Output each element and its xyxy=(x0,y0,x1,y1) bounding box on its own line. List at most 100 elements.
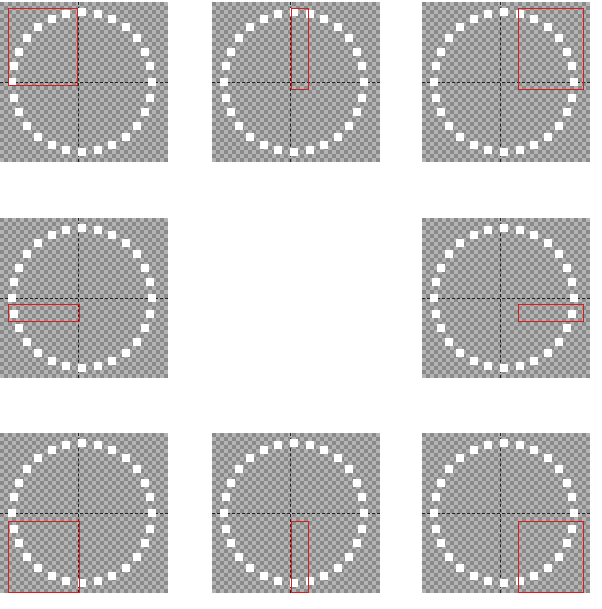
ring-dot xyxy=(555,250,563,258)
slice-panel-middle-left xyxy=(0,218,168,378)
guide-line-horizontal xyxy=(422,513,590,514)
ring-dot xyxy=(437,264,445,272)
ring-dot xyxy=(246,133,254,141)
selection-rect-bottom-left[interactable] xyxy=(8,521,80,593)
ring-dot xyxy=(10,278,18,286)
ring-dot xyxy=(306,441,314,449)
ring-dot xyxy=(260,141,268,149)
ring-dot xyxy=(568,310,576,318)
ring-dot xyxy=(500,579,508,587)
ring-dot xyxy=(62,577,70,585)
ring-dot xyxy=(23,34,31,42)
ring-dot xyxy=(133,553,141,561)
ring-dot xyxy=(563,479,571,487)
ring-dot xyxy=(334,23,342,31)
ring-dot xyxy=(141,264,149,272)
ring-dot xyxy=(500,148,508,156)
ring-dot xyxy=(430,294,438,302)
selection-rect-top-center[interactable] xyxy=(291,8,309,90)
ring-dot xyxy=(122,239,130,247)
ring-dot xyxy=(94,146,102,154)
ring-dot xyxy=(141,108,149,116)
ring-dot xyxy=(62,441,70,449)
ring-dot xyxy=(432,94,440,102)
ring-dot xyxy=(141,48,149,56)
ring-dot xyxy=(34,23,42,31)
ring-dot xyxy=(48,141,56,149)
ring-dot xyxy=(320,141,328,149)
ring-dot xyxy=(345,34,353,42)
ring-dot xyxy=(227,539,235,547)
ring-dot xyxy=(141,479,149,487)
guide-line-horizontal xyxy=(422,82,590,83)
ring-dot xyxy=(246,454,254,462)
ring-dot xyxy=(456,454,464,462)
ring-dot xyxy=(353,539,361,547)
ring-dot xyxy=(345,465,353,473)
ring-dot xyxy=(470,572,478,580)
ring-dot xyxy=(108,357,116,365)
ring-dot xyxy=(78,439,86,447)
ring-dot xyxy=(470,141,478,149)
ring-dot xyxy=(456,239,464,247)
selection-rect-bottom-right[interactable] xyxy=(518,521,584,593)
ring-dot xyxy=(222,525,230,533)
ring-dot xyxy=(108,141,116,149)
ring-dot xyxy=(445,338,453,346)
ring-dot xyxy=(78,579,86,587)
ring-dot xyxy=(220,509,228,517)
ring-dot xyxy=(353,479,361,487)
ring-dot xyxy=(148,509,156,517)
ring-dot xyxy=(456,564,464,572)
ring-dot xyxy=(94,362,102,370)
ring-dot xyxy=(544,23,552,31)
ring-dot xyxy=(430,509,438,517)
ring-dot xyxy=(563,264,571,272)
selection-rect-top-right[interactable] xyxy=(518,8,584,90)
selection-rect-middle-left[interactable] xyxy=(8,304,80,322)
ring-dot xyxy=(568,493,576,501)
ring-dot xyxy=(227,48,235,56)
ring-dot xyxy=(437,48,445,56)
ring-dot xyxy=(15,324,23,332)
ring-dot xyxy=(544,454,552,462)
ring-dot xyxy=(470,357,478,365)
ring-dot xyxy=(544,133,552,141)
ring-dot xyxy=(432,62,440,70)
ring-dot xyxy=(78,364,86,372)
ring-dot xyxy=(23,250,31,258)
ring-dot xyxy=(563,108,571,116)
ring-dot xyxy=(227,108,235,116)
ring-dot xyxy=(568,62,576,70)
ring-dot xyxy=(122,133,130,141)
ring-dot xyxy=(320,572,328,580)
ring-dot xyxy=(437,539,445,547)
ring-dot xyxy=(358,62,366,70)
guide-line-horizontal xyxy=(212,513,380,514)
ring-dot xyxy=(568,94,576,102)
ring-dot xyxy=(15,108,23,116)
ring-dot xyxy=(530,357,538,365)
ring-dot xyxy=(222,493,230,501)
selection-rect-middle-right[interactable] xyxy=(518,304,584,322)
ring-dot xyxy=(227,479,235,487)
ring-dot xyxy=(23,338,31,346)
ring-dot xyxy=(141,324,149,332)
ring-dot xyxy=(500,224,508,232)
ring-dot xyxy=(500,439,508,447)
ring-dot xyxy=(432,493,440,501)
ring-dot xyxy=(122,564,130,572)
selection-rect-top-left[interactable] xyxy=(8,8,78,86)
ring-dot xyxy=(432,310,440,318)
ring-dot xyxy=(220,78,228,86)
ring-dot xyxy=(516,10,524,18)
slice-panel-bottom-left xyxy=(0,433,168,593)
ring-dot xyxy=(8,509,16,517)
ring-dot xyxy=(34,454,42,462)
ring-dot xyxy=(445,465,453,473)
ring-dot xyxy=(568,525,576,533)
slice-panel-top-left xyxy=(0,2,168,162)
ring-dot xyxy=(62,226,70,234)
ring-dot xyxy=(48,15,56,23)
selection-rect-bottom-center[interactable] xyxy=(291,521,309,593)
